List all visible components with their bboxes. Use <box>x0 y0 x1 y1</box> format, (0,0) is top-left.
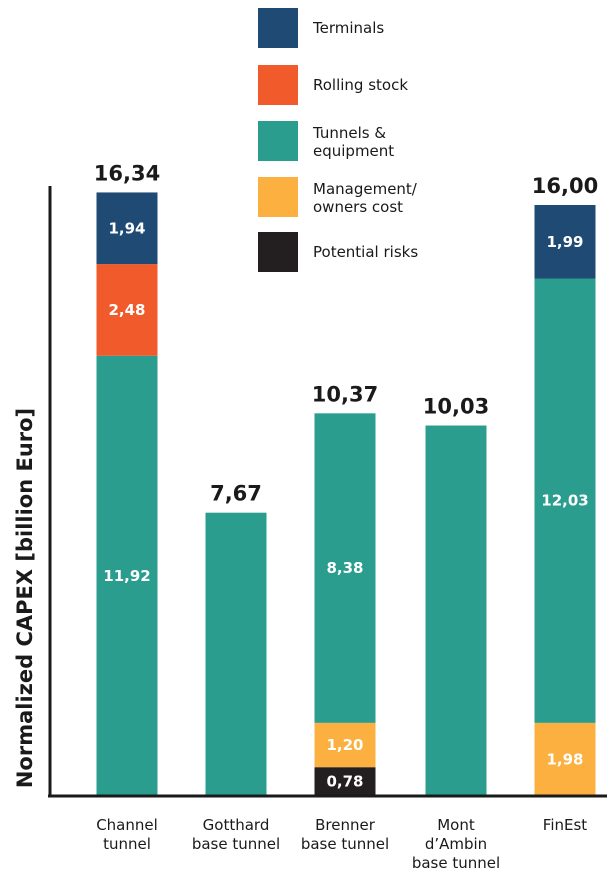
category-label: Gotthard base tunnel <box>192 816 280 853</box>
legend-swatch <box>258 177 298 217</box>
bar-segment-potential-risks-2 <box>314 767 376 796</box>
bar-value-label: 0,78 <box>326 773 363 791</box>
bar-value-label: 1,98 <box>546 750 583 768</box>
legend: Terminals Rolling stock Tunnels & equipment… <box>258 8 418 272</box>
bar-value-label: 12,03 <box>541 492 588 510</box>
legend-label: Potential risks <box>313 243 418 261</box>
category-label: FinEst <box>543 816 588 834</box>
legend-label: Terminals <box>312 19 384 37</box>
bar-total-label: 10,03 <box>423 395 489 419</box>
bar-value-label: 1,94 <box>108 219 145 237</box>
bar-segment-management-owners-cost-4 <box>534 722 596 796</box>
y-axis-label: Normalized CAPEX [billion Euro] <box>13 408 37 788</box>
bar-value-label: 1,99 <box>546 233 583 251</box>
bar-segment-terminals-0 <box>96 192 158 265</box>
bar-segment-tunnels-equipment-1 <box>205 512 267 796</box>
bar-value-label: 8,38 <box>326 559 363 577</box>
category-label: Channel tunnel <box>96 816 158 853</box>
category-label: Mont d’Ambin base tunnel <box>412 816 500 872</box>
bar-total-label: 16,00 <box>532 174 598 198</box>
bar-segment-tunnels-equipment-4 <box>534 278 596 723</box>
bar-value-label: 11,92 <box>103 567 150 585</box>
category-labels: Channel tunnel Gotthard base tunnel Brenner b… <box>96 816 587 872</box>
bar-segment-management-owners-cost-2 <box>314 722 376 768</box>
bar-segment-tunnels-equipment-2 <box>314 413 376 723</box>
bar-segment-tunnels-equipment-3 <box>425 425 487 796</box>
bar-value-label: 1,20 <box>326 736 363 754</box>
bar-total-label: 7,67 <box>210 482 262 506</box>
bar-total-label: 16,34 <box>94 161 160 185</box>
legend-swatch <box>258 121 298 161</box>
bar-segment-terminals-4 <box>534 205 596 279</box>
category-label: Brenner base tunnel <box>301 816 389 853</box>
bar-total-label: 10,37 <box>312 382 378 406</box>
legend-label: Rolling stock <box>313 76 408 94</box>
bar-value-label: 2,48 <box>108 301 145 319</box>
legend-swatch <box>258 8 298 48</box>
legend-label: Tunnels & equipment <box>312 124 394 160</box>
bar-segment-rolling-stock-0 <box>96 264 158 356</box>
legend-swatch <box>258 65 298 105</box>
bar-segment-tunnels-equipment-0 <box>96 355 158 796</box>
legend-swatch <box>258 232 298 272</box>
axes <box>48 186 607 798</box>
legend-label: Management/owners cost <box>313 180 418 216</box>
bars: 11,92 2,48 1,94 16,34 7,67 0,78 1,20 8,38 10,37 1… <box>94 161 598 796</box>
